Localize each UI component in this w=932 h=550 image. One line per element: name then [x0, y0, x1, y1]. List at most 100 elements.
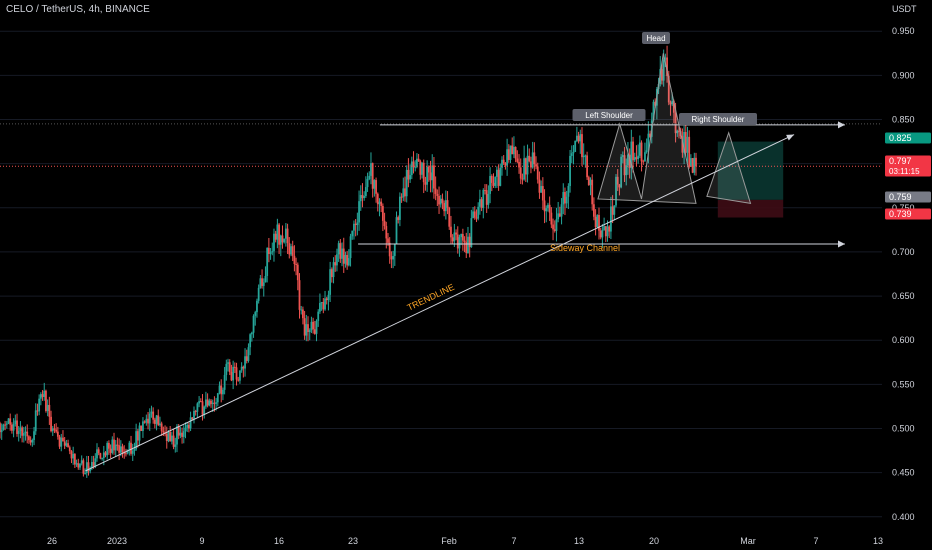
candle-body — [244, 356, 246, 369]
candle-body — [633, 157, 636, 161]
candle-body — [375, 180, 377, 194]
candle-body — [381, 206, 384, 221]
candle-body — [565, 196, 568, 204]
candle-body — [276, 224, 279, 240]
candle-body — [114, 444, 117, 451]
candle-body — [22, 433, 25, 436]
candle-body — [431, 165, 434, 181]
candle-body — [250, 332, 253, 335]
candle-body — [441, 198, 444, 203]
candle-body — [159, 423, 161, 426]
candle-body — [267, 247, 270, 254]
candle-body — [312, 321, 315, 330]
candle-body — [125, 453, 127, 455]
candle-body — [286, 228, 289, 244]
candle-body — [421, 162, 423, 175]
channel-arrowhead — [838, 121, 845, 129]
candle-body — [218, 385, 221, 394]
candle-body — [618, 184, 621, 188]
candle-body — [56, 431, 59, 437]
candle-body — [649, 133, 651, 137]
candle-body — [582, 155, 585, 158]
candle-body — [608, 226, 611, 232]
candle-body — [324, 298, 326, 310]
candle-body — [376, 193, 379, 205]
candle-body — [142, 421, 144, 431]
candle-body — [572, 151, 575, 154]
candle-body — [395, 217, 398, 244]
candle-body — [38, 398, 41, 412]
candle-body — [601, 230, 604, 238]
candle-body — [620, 156, 623, 188]
candle-body — [577, 135, 580, 142]
candle-body — [611, 206, 614, 215]
channel-arrowhead — [838, 240, 845, 248]
candle-body — [516, 158, 519, 162]
candle-body — [307, 324, 309, 333]
candle-body — [31, 439, 34, 443]
candle-body — [482, 189, 485, 208]
candle-body — [17, 430, 20, 434]
candle-body — [686, 136, 689, 153]
candle-body — [528, 155, 531, 162]
price-tag-value: 0.825 — [889, 133, 912, 143]
candle-body — [157, 415, 160, 426]
candle-body — [681, 136, 684, 153]
candle-body — [281, 235, 284, 243]
candle-body — [315, 320, 318, 334]
candle-body — [564, 192, 566, 204]
candle-body — [187, 424, 190, 429]
candle-body — [194, 411, 197, 413]
candle-body — [220, 385, 223, 395]
candle-body — [533, 152, 536, 165]
candle-body — [119, 446, 122, 453]
candle-body — [138, 425, 141, 441]
price-tag — [885, 155, 931, 177]
candle-body — [463, 240, 466, 242]
candle-body — [85, 462, 88, 474]
candle-body — [283, 238, 286, 243]
candle-body — [0, 423, 1, 433]
candle-body — [594, 216, 597, 228]
candle-body — [342, 248, 345, 264]
candle-body — [80, 460, 83, 464]
candle-body — [210, 400, 212, 405]
x-tick-label: 7 — [813, 536, 818, 546]
candle-body — [615, 176, 617, 206]
candle-body — [55, 429, 58, 432]
candle-body — [148, 413, 151, 424]
candle-body — [7, 418, 10, 424]
candle-body — [201, 401, 204, 415]
candle-body — [269, 252, 272, 254]
candle-body — [327, 294, 330, 301]
candle-body — [560, 204, 563, 217]
candle-body — [39, 394, 42, 399]
candle-body — [302, 309, 304, 319]
candle-body — [172, 435, 175, 447]
candle-body — [206, 399, 209, 406]
candle-body — [693, 157, 696, 173]
candle-body — [409, 175, 412, 180]
candle-body — [222, 389, 224, 395]
candle-body — [419, 161, 422, 175]
candle-body — [252, 315, 255, 333]
candle-body — [181, 432, 183, 437]
candle-body — [541, 186, 544, 201]
candle-body — [610, 206, 612, 232]
candle-body — [225, 363, 228, 375]
candle-body — [298, 280, 301, 310]
candle-body — [654, 101, 657, 106]
candle-body — [353, 223, 355, 231]
candle-body — [540, 186, 543, 193]
candle-body — [82, 460, 85, 474]
candle-body — [584, 155, 587, 157]
candle-body — [102, 452, 105, 459]
candle-body — [60, 437, 63, 447]
candle-body — [370, 163, 372, 176]
candle-body — [145, 418, 148, 423]
candle-body — [489, 176, 491, 194]
candle-body — [128, 442, 131, 450]
left-shoulder-label: Left Shoulder — [585, 111, 633, 120]
candle-body — [523, 158, 526, 180]
